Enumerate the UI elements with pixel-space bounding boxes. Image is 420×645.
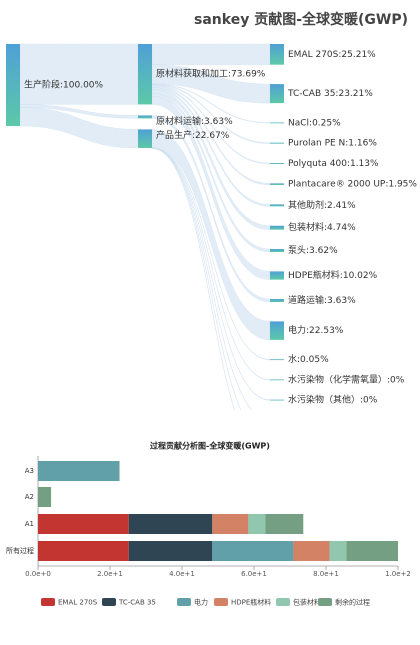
sankey-node-label: Polyquta 400:1.13% <box>288 159 379 169</box>
sankey-node-label: NaCl:0.25% <box>288 118 341 128</box>
sankey-node-label: HDPE瓶材料:10.02% <box>288 269 378 281</box>
sankey-node-label: EMAL 270S:25.21% <box>288 50 376 60</box>
sankey-link <box>151 83 271 144</box>
sankey-link <box>151 93 271 253</box>
bar-segment <box>128 541 213 561</box>
bar-segment <box>38 487 52 507</box>
sankey-node-material <box>270 379 284 381</box>
sankey-node-label: Plantacare® 2000 UP:1.95% <box>288 180 417 190</box>
sankey-node-material <box>270 399 284 401</box>
sankey-node-label: Purolan PE N:1.16% <box>288 139 377 149</box>
sankey-node-label: 电力:22.53% <box>288 324 344 336</box>
legend-label: 包装材料 <box>293 598 321 607</box>
sankey-node-stage <box>6 44 20 126</box>
sankey-node-label: 水污染物（其他）:0% <box>288 394 378 406</box>
sankey-link <box>151 147 271 381</box>
bar-segment <box>212 541 294 561</box>
sankey-node-label: 产品生产:22.67% <box>156 129 230 141</box>
sankey-node-material <box>270 183 284 185</box>
sankey-node-label: TC-CAB 35:23.21% <box>287 89 373 99</box>
sankey-node-process <box>138 115 152 119</box>
sankey-node-label: 泵头:3.62% <box>288 245 338 256</box>
bar-segment <box>248 514 266 534</box>
bar-segment <box>38 541 129 561</box>
bar-chart-title: 过程贡献分析图-全球变暖(GWP) <box>150 441 270 451</box>
bar-segment <box>329 541 347 561</box>
sankey-node-label: 道路运输:3.63% <box>288 294 356 306</box>
bar-segment <box>128 514 213 534</box>
sankey-chart: 生产阶段:100.00% 原材料获取和加工:73.69% 原材料运输:3.63% 产品… <box>6 43 417 410</box>
process-bar-chart: 过程贡献分析图-全球变暖(GWP) 0.0e+0 2.0e+1 4.0e+1 6.0e+… <box>6 441 411 607</box>
x-tick-label: 1.0e+2 <box>385 570 411 578</box>
sankey-node-material <box>270 163 284 164</box>
sankey-node-process <box>138 44 152 105</box>
sankey-link <box>151 147 235 410</box>
legend-swatch <box>214 598 228 606</box>
legend-swatch <box>276 598 290 606</box>
sankey-link <box>151 147 242 410</box>
sankey-node-material <box>270 84 284 104</box>
sankey-node-label: 原材料获取和加工:73.69% <box>156 68 266 80</box>
sankey-node-material <box>270 359 284 361</box>
y-tick-label: A3 <box>25 467 34 475</box>
legend-label: EMAL 270S <box>58 599 98 607</box>
sankey-link <box>19 43 139 105</box>
bar-segment <box>293 541 330 561</box>
legend-label: TC-CAB 35 <box>118 599 156 607</box>
bar-segment <box>38 461 120 481</box>
bar-segment <box>119 461 120 481</box>
sankey-node-material <box>270 249 284 253</box>
sankey-node-material <box>270 44 284 65</box>
sankey-node-label: 水:0.05% <box>288 353 329 365</box>
bar-segment <box>265 514 304 534</box>
sankey-node-label: 包装材料:4.74% <box>288 221 356 233</box>
sankey-node-material <box>270 142 284 144</box>
sankey-node-material <box>270 321 284 340</box>
sankey-node-material <box>270 122 284 124</box>
legend-swatch <box>318 598 332 606</box>
sankey-node-material <box>270 225 284 230</box>
x-tick-label: 4.0e+1 <box>169 570 195 578</box>
sankey-node-material <box>270 204 284 207</box>
sankey-node-label: 水污染物（化学需氧量）:0% <box>288 373 405 385</box>
sankey-link <box>151 115 271 303</box>
sankey-node-label: 生产阶段:100.00% <box>24 79 104 91</box>
bar-segment <box>212 514 249 534</box>
legend-label: 电力 <box>194 598 208 607</box>
bar-segment <box>346 541 398 561</box>
legend-label: HDPE瓶材料 <box>231 598 271 607</box>
sankey-title: sankey 贡献图-全球变暖(GWP) <box>194 12 408 28</box>
sankey-link <box>151 147 253 410</box>
x-tick-label: 6.0e+1 <box>241 570 267 578</box>
y-tick-label: A2 <box>25 493 34 501</box>
sankey-link <box>19 107 139 149</box>
x-tick-label: 2.0e+1 <box>97 570 123 578</box>
sankey-node-process <box>138 129 152 148</box>
x-tick-label: 0.0e+0 <box>25 570 51 578</box>
sankey-node-label: 原材料运输:3.63% <box>156 115 233 127</box>
x-tick-label: 8.0e+1 <box>313 570 339 578</box>
sankey-link <box>151 43 271 65</box>
y-tick-label: 所有过程 <box>6 546 34 555</box>
legend-label: 剩余的过程 <box>335 598 370 607</box>
legend-swatch <box>177 598 191 606</box>
sankey-node-label: 其他助剂:2.41% <box>288 199 356 211</box>
bar-segment <box>38 514 129 534</box>
sankey-node-material <box>270 271 284 280</box>
sankey-node-material <box>270 299 284 303</box>
legend-swatch <box>102 598 116 606</box>
legend-swatch <box>41 598 55 606</box>
y-tick-label: A1 <box>25 520 34 528</box>
